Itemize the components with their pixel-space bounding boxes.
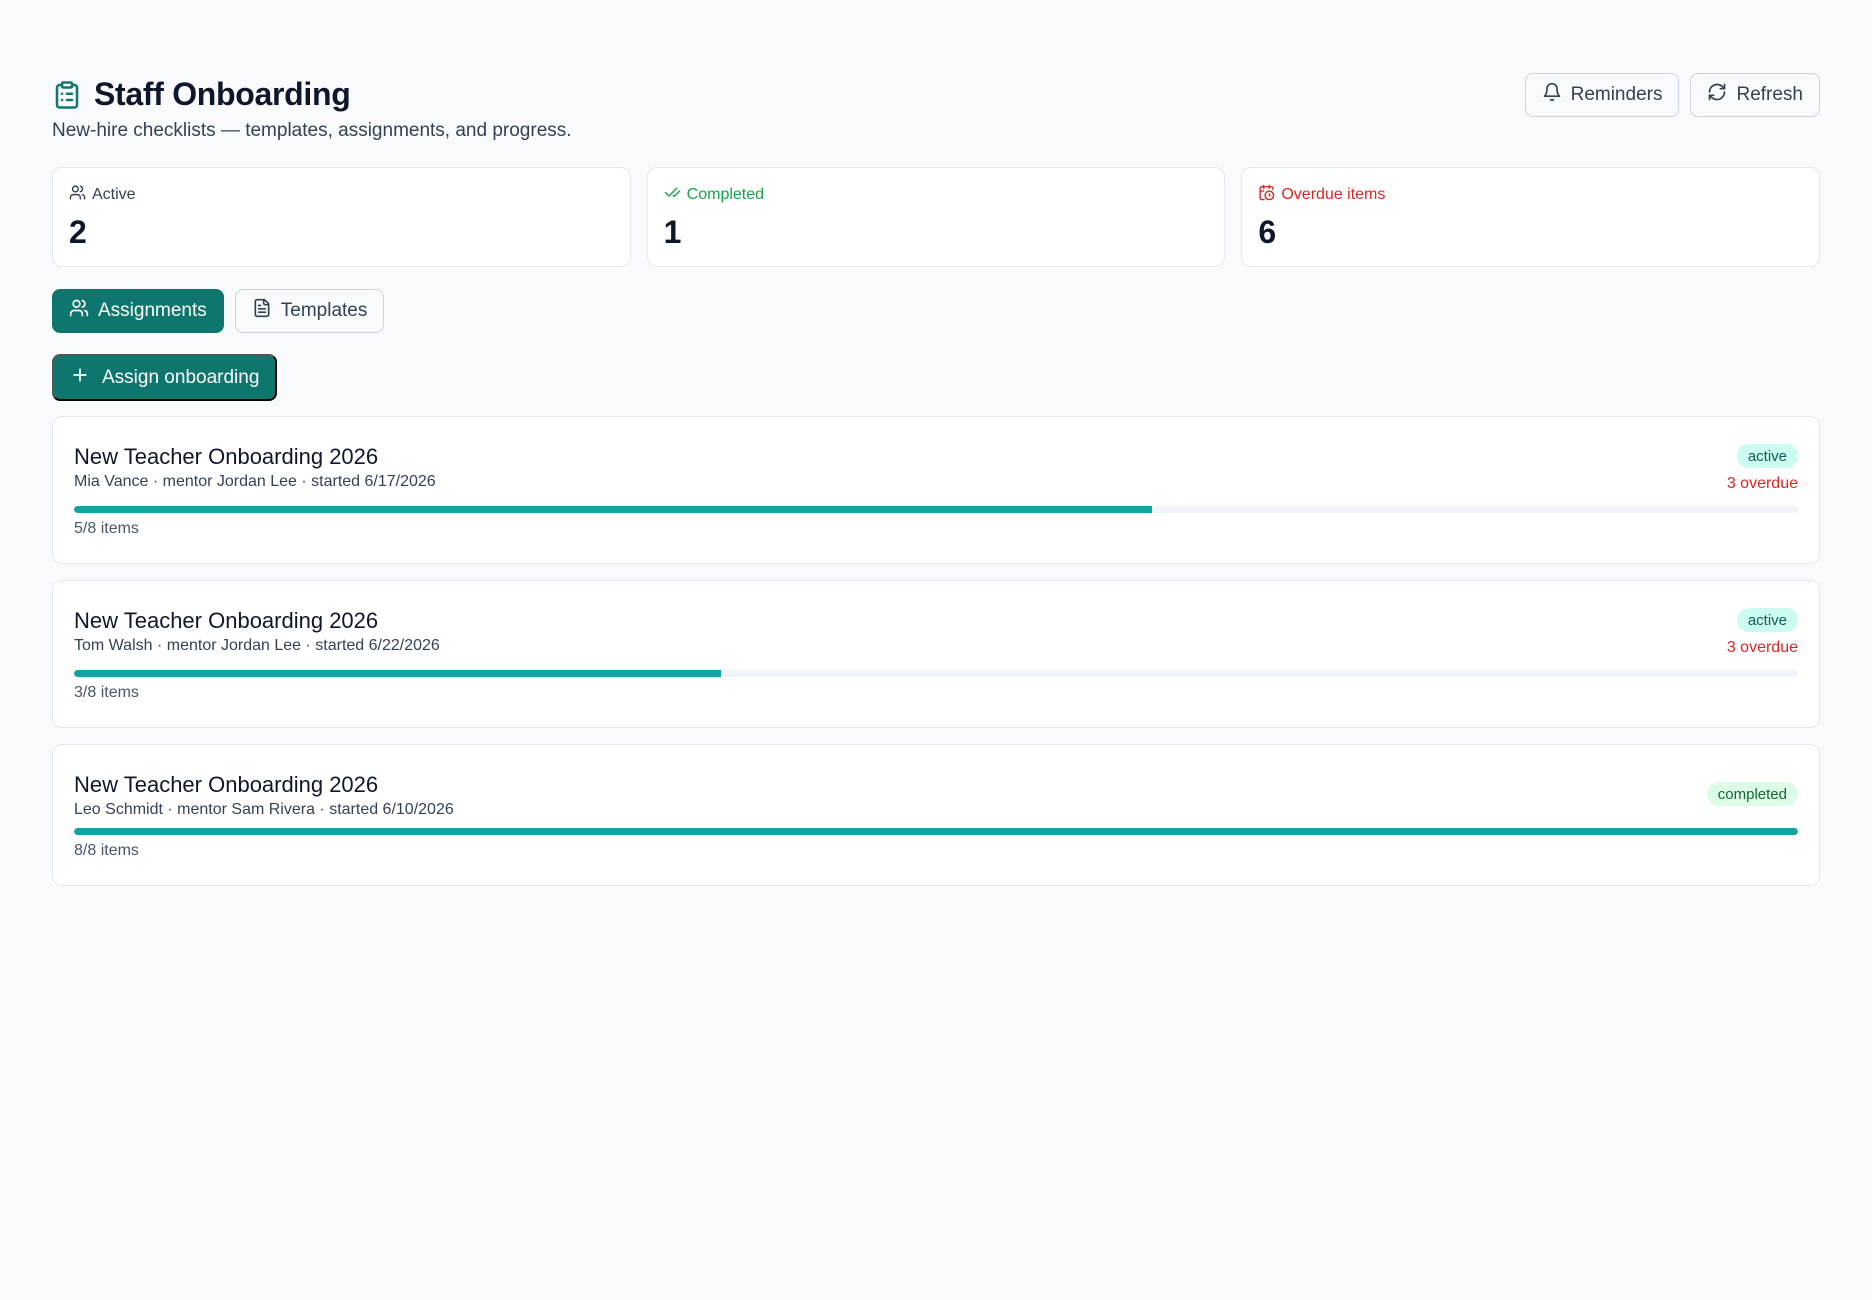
stat-value-active: 2 <box>69 214 87 250</box>
item-count: 3/8 items <box>74 684 139 701</box>
file-text-icon <box>252 298 272 324</box>
reminders-button[interactable]: Reminders <box>1524 73 1680 117</box>
status-badge: active <box>1736 444 1798 468</box>
stat-card-active: Active 2 <box>52 167 631 267</box>
header-actions: Reminders Refresh <box>1524 73 1820 117</box>
assignment-card[interactable]: New Teacher Onboarding 2026 Leo Schmidt … <box>52 744 1820 886</box>
stat-value-overdue: 6 <box>1258 214 1277 250</box>
item-count: 8/8 items <box>74 842 139 859</box>
stat-label-text: Active <box>92 186 136 203</box>
stat-card-overdue: Overdue items 6 <box>1241 167 1821 267</box>
reminders-label: Reminders <box>1570 84 1663 105</box>
assignment-title: New Teacher Onboarding 2026 <box>74 444 379 469</box>
progress-fill <box>74 506 1152 513</box>
stat-label-text: Overdue items <box>1281 186 1386 203</box>
assignment-card[interactable]: New Teacher Onboarding 2026 Tom Walsh · … <box>52 580 1820 728</box>
assignment-meta: Mia Vance · mentor Jordan Lee · started … <box>74 473 436 490</box>
bell-icon <box>1542 82 1562 108</box>
progress-fill <box>74 828 1798 835</box>
assign-onboarding-button[interactable]: Assign onboarding <box>52 354 278 401</box>
tab-label: Templates <box>280 300 368 321</box>
status-badge: active <box>1736 608 1798 632</box>
page-subtitle: New-hire checklists — templates, assignm… <box>52 120 572 141</box>
tab-assignments[interactable]: Assignments <box>52 289 224 333</box>
item-count: 5/8 items <box>74 520 139 537</box>
overdue-count: 3 overdue <box>1726 475 1798 492</box>
tab-templates[interactable]: Templates <box>234 289 385 333</box>
progress-bar <box>74 670 1798 677</box>
assignment-title: New Teacher Onboarding 2026 <box>74 608 379 633</box>
stat-value-completed: 1 <box>663 214 682 250</box>
stat-label-completed: Completed <box>664 184 1209 206</box>
progress-bar <box>74 506 1798 513</box>
refresh-icon <box>1707 82 1727 108</box>
users-icon <box>69 298 89 324</box>
refresh-label: Refresh <box>1736 84 1803 105</box>
stat-card-completed: Completed 1 <box>646 167 1226 267</box>
status-badge: completed <box>1706 782 1798 806</box>
stat-label-text: Completed <box>686 186 765 203</box>
assign-onboarding-label: Assign onboarding <box>102 366 260 388</box>
stat-label-overdue: Overdue items <box>1258 184 1803 206</box>
refresh-button[interactable]: Refresh <box>1690 73 1820 117</box>
check-check-icon <box>664 184 681 206</box>
users-icon <box>69 184 86 206</box>
assignment-card[interactable]: New Teacher Onboarding 2026 Mia Vance · … <box>52 416 1820 564</box>
progress-bar <box>74 828 1798 835</box>
assignment-meta: Leo Schmidt · mentor Sam Rivera · starte… <box>74 801 454 818</box>
progress-fill <box>74 670 721 677</box>
clipboard-list-icon <box>52 78 82 112</box>
page-title: Staff Onboarding <box>94 76 351 112</box>
plus-icon <box>70 365 90 391</box>
view-tabs: Assignments Templates <box>52 289 385 333</box>
page-header: Staff Onboarding New-hire checklists — t… <box>52 73 1820 156</box>
tab-label: Assignments <box>98 300 207 321</box>
stat-label-active: Active <box>69 184 614 206</box>
overdue-count: 3 overdue <box>1726 639 1798 656</box>
assignment-title: New Teacher Onboarding 2026 <box>74 772 379 797</box>
stats-row: Active 2 Completed 1 <box>52 167 1821 267</box>
assignment-meta: Tom Walsh · mentor Jordan Lee · started … <box>74 637 440 654</box>
calendar-clock-icon <box>1258 184 1275 206</box>
